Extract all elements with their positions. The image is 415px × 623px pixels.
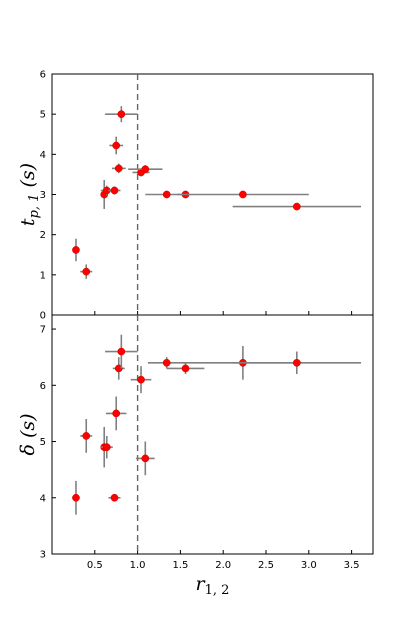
y-tick-label: 7 — [40, 325, 46, 336]
x-tick-label: 0.5 — [87, 560, 103, 571]
data-point — [292, 202, 301, 211]
x-tick-label: 2.0 — [215, 560, 231, 571]
y-tick-label: 0 — [40, 311, 46, 322]
data-point — [114, 164, 123, 173]
plot-frame — [51, 314, 374, 555]
data-point — [102, 443, 111, 452]
data-point — [82, 267, 91, 276]
data-point — [112, 141, 121, 150]
data-point — [110, 186, 119, 195]
data-point — [72, 246, 80, 254]
top-panel: 0 1 2 3 4 5 6 tp, 1 (s) — [17, 70, 374, 322]
x-tick-label: 3.0 — [301, 560, 317, 571]
x-tick-label: 1.5 — [172, 560, 188, 571]
y-tick-label: 3 — [40, 190, 46, 201]
data-point — [162, 190, 171, 199]
y-tick-label: 5 — [40, 110, 46, 121]
data-point — [110, 493, 119, 502]
data-point — [117, 110, 126, 119]
data-point — [292, 358, 301, 367]
bottom-panel: 3 4 5 6 7 δ (s) — [17, 314, 374, 561]
y-tick-label: 4 — [40, 493, 46, 504]
x-tick-label: 1.0 — [130, 560, 146, 571]
data-point — [82, 432, 91, 440]
data-point — [137, 375, 145, 384]
x-tick-label: 3.5 — [344, 560, 360, 571]
data-point — [141, 165, 150, 174]
y-tick-label: 6 — [40, 381, 46, 392]
data-point — [141, 454, 150, 463]
y-tick-label: 4 — [40, 150, 46, 161]
y-tick-label: 3 — [40, 550, 46, 561]
data-point — [72, 493, 80, 502]
data-point — [162, 358, 171, 367]
y-tick-label: 6 — [40, 70, 46, 81]
y-tick-label: 2 — [40, 230, 46, 241]
data-point — [112, 409, 121, 418]
x-axis-title: r1, 2 — [196, 573, 230, 598]
y-axis-label: tp, 1 (s) — [17, 163, 42, 226]
y-tick-label: 5 — [40, 437, 46, 448]
x-tick-label: 2.5 — [258, 560, 274, 571]
x-axis-label: 0.5 1.0 1.5 2.0 2.5 3.0 3.5 r1, 2 — [87, 560, 360, 598]
y-axis-label: δ (s) — [17, 413, 39, 455]
data-point — [117, 347, 126, 356]
data-point — [181, 364, 190, 373]
data-point — [239, 190, 247, 199]
y-tick-label: 1 — [40, 270, 46, 281]
